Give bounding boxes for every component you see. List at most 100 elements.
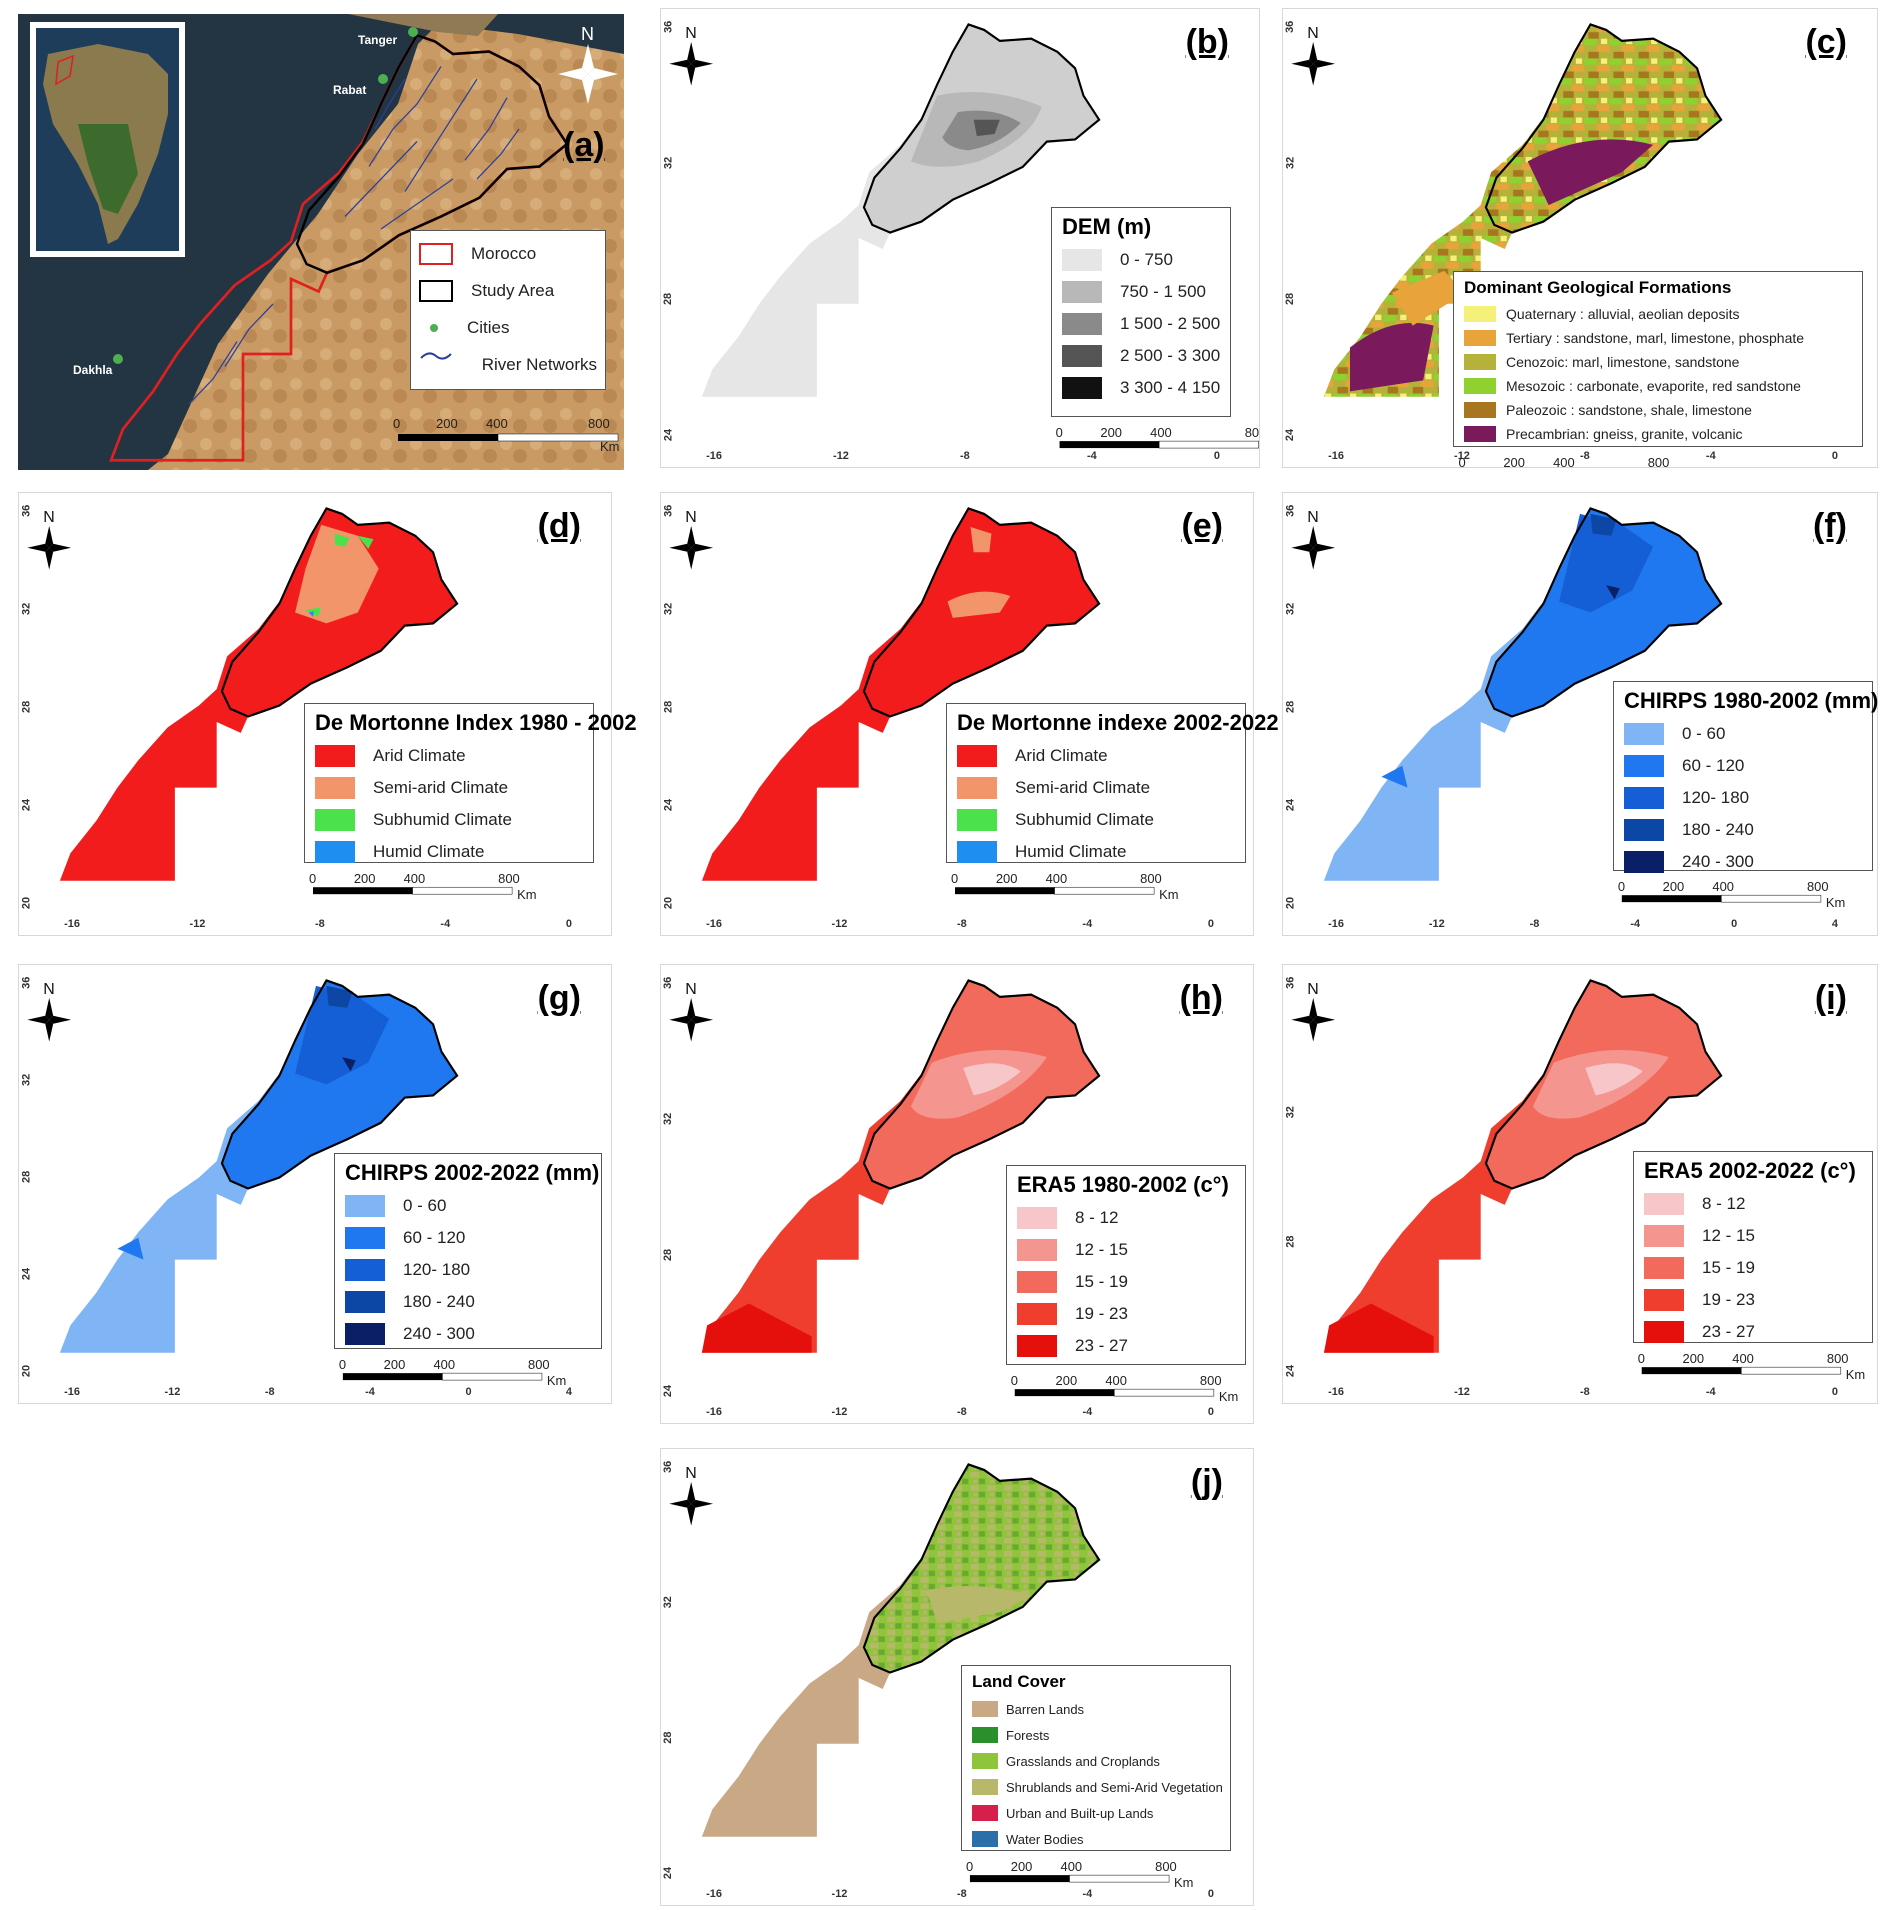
legend-item: Cenozoic: marl, limestone, sandstone [1464, 350, 1852, 374]
map-shape [701, 1463, 1101, 1837]
legend-swatch [345, 1323, 385, 1345]
legend-item: Semi-arid Climate [957, 772, 1235, 804]
panel-g: N -16 -12 -8 -4 0 4 36 32 28 24 20 0 200 400 800 Km (g) CH… [18, 964, 612, 1404]
legend-swatch [1644, 1257, 1684, 1279]
panel-e: N -16 -12 -8 -4 0 36 32 28 24 20 0 200 400 800 Km (e) De … [660, 492, 1279, 936]
legend-swatch [315, 809, 355, 831]
north-label: N [1307, 981, 1319, 998]
x-tick-label: -16 [706, 918, 722, 930]
legend-swatch [1062, 377, 1102, 399]
city-label-dakhla: Dakhla [73, 363, 113, 377]
scalebar-unit: Km [1826, 895, 1845, 910]
map-zone [1527, 139, 1654, 206]
compass-icon: N [669, 25, 714, 86]
legend-swatch [972, 1727, 998, 1743]
legend-item: 180 - 240 [345, 1286, 591, 1318]
legend-item: 60 - 120 [345, 1222, 591, 1254]
panel-label-b: (b) [1185, 23, 1229, 61]
north-label: N [1307, 509, 1319, 526]
legend-title: De Mortonne indexe 2002-2022 [957, 710, 1279, 735]
legend-label: 240 - 300 [1682, 852, 1754, 871]
legend-swatch [1464, 306, 1496, 322]
y-tick-label: 20 [20, 897, 32, 909]
y-tick-label: 28 [20, 1171, 32, 1183]
legend-swatch [1464, 378, 1496, 394]
legend-item: Subhumid Climate [957, 804, 1235, 836]
legend-label: Semi-arid Climate [1015, 778, 1151, 797]
legend-d: De Mortonne Index 1980 - 2002 Arid Climat… [304, 703, 637, 863]
legend-item: Paleozoic : sandstone, shale, limestone [1464, 398, 1852, 422]
scalebar [1721, 894, 1822, 903]
legend-title: ERA5 2002-2022 (c°) [1644, 1158, 1856, 1183]
city-marker [378, 74, 388, 84]
legend-swatch [1464, 426, 1496, 442]
city-marker [408, 27, 418, 37]
x-tick-label: -8 [957, 1888, 967, 1900]
y-tick-label: 24 [20, 1267, 32, 1280]
legend-item: 0 - 60 [345, 1190, 591, 1222]
legend-item: 1 500 - 2 500 [1062, 308, 1220, 340]
legend-label: Arid Climate [1015, 746, 1108, 765]
legend-g: CHIRPS 2002-2022 (mm) 0 - 60 60 - 120 120- … [334, 1153, 602, 1349]
panel-label-i: (i) [1814, 979, 1847, 1017]
y-tick-label: 32 [20, 1074, 32, 1086]
legend-label: 8 - 12 [1702, 1194, 1746, 1213]
legend-label: 0 - 60 [1682, 724, 1726, 743]
legend-swatch [419, 279, 453, 302]
legend-item-cities: Cities [419, 309, 597, 346]
scalebar-label: 200 [1683, 1351, 1705, 1366]
legend-a: Morocco Study Area Cities River Networks [410, 230, 606, 390]
map-zone [1381, 765, 1408, 788]
x-tick-label: -4 [1082, 1406, 1093, 1418]
x-tick-label: 0 [1214, 450, 1220, 462]
north-label: N [1307, 25, 1319, 42]
scalebar [1741, 1366, 1842, 1375]
panel-a: Tanger Rabat Dakhla N 0 200 400 800 Km (… [18, 14, 624, 470]
legend-item: Precambrian: gneiss, granite, volcanic [1464, 422, 1852, 446]
x-tick-label: -8 [265, 1386, 275, 1398]
x-tick-label: 0 [466, 1386, 472, 1398]
panel-d: N -16 -12 -8 -4 0 36 32 28 24 20 0 200 400 800 Km (d) De … [18, 492, 637, 936]
map-shape [59, 979, 459, 1353]
legend-swatch [1464, 330, 1496, 346]
legend-swatch [1017, 1271, 1057, 1293]
legend-i: ERA5 2002-2022 (c°) 8 - 12 12 - 15 15 - 19 1… [1633, 1151, 1873, 1343]
city-label-tanger: Tanger [358, 33, 397, 47]
legend-item: 120- 180 [1624, 782, 1862, 814]
legend-swatch [345, 1259, 385, 1281]
y-tick-label: 24 [662, 428, 674, 441]
legend-label: 240 - 300 [403, 1324, 475, 1343]
map-zone [963, 1063, 1021, 1096]
panel-label-e: (e) [1181, 507, 1223, 545]
scalebar-label: 800 [498, 871, 520, 886]
x-tick-label: -4 [1082, 1888, 1093, 1900]
legend-title: Land Cover [972, 1672, 1066, 1691]
legend-swatch [1017, 1207, 1057, 1229]
north-label: N [685, 981, 697, 998]
y-tick-label: 28 [662, 701, 674, 713]
map-shape [701, 507, 1101, 881]
legend-swatch [1062, 345, 1102, 367]
legend-item: Barren Lands [972, 1696, 1220, 1722]
map-shape [59, 507, 459, 881]
legend-item: 3 300 - 4 150 [1062, 372, 1220, 404]
x-tick-label: -12 [1429, 918, 1445, 930]
legend-item: 240 - 300 [1624, 846, 1862, 878]
legend-swatch [315, 777, 355, 799]
legend-swatch [315, 841, 355, 863]
legend-item: 23 - 27 [1644, 1316, 1862, 1348]
map-zone [1391, 270, 1466, 326]
y-tick-label: 24 [662, 1384, 674, 1397]
legend-label: Morocco [471, 243, 537, 263]
legend-swatch [1644, 1321, 1684, 1343]
legend-swatch [972, 1779, 998, 1795]
legend-label: Tertiary : sandstone, marl, limestone, p… [1506, 330, 1805, 346]
north-label: N [685, 25, 697, 42]
x-tick-label: -16 [64, 1386, 80, 1398]
x-tick-label: -4 [1706, 1386, 1717, 1398]
legend-item: Forests [972, 1722, 1220, 1748]
scalebar-unit: Km [1174, 1875, 1193, 1890]
